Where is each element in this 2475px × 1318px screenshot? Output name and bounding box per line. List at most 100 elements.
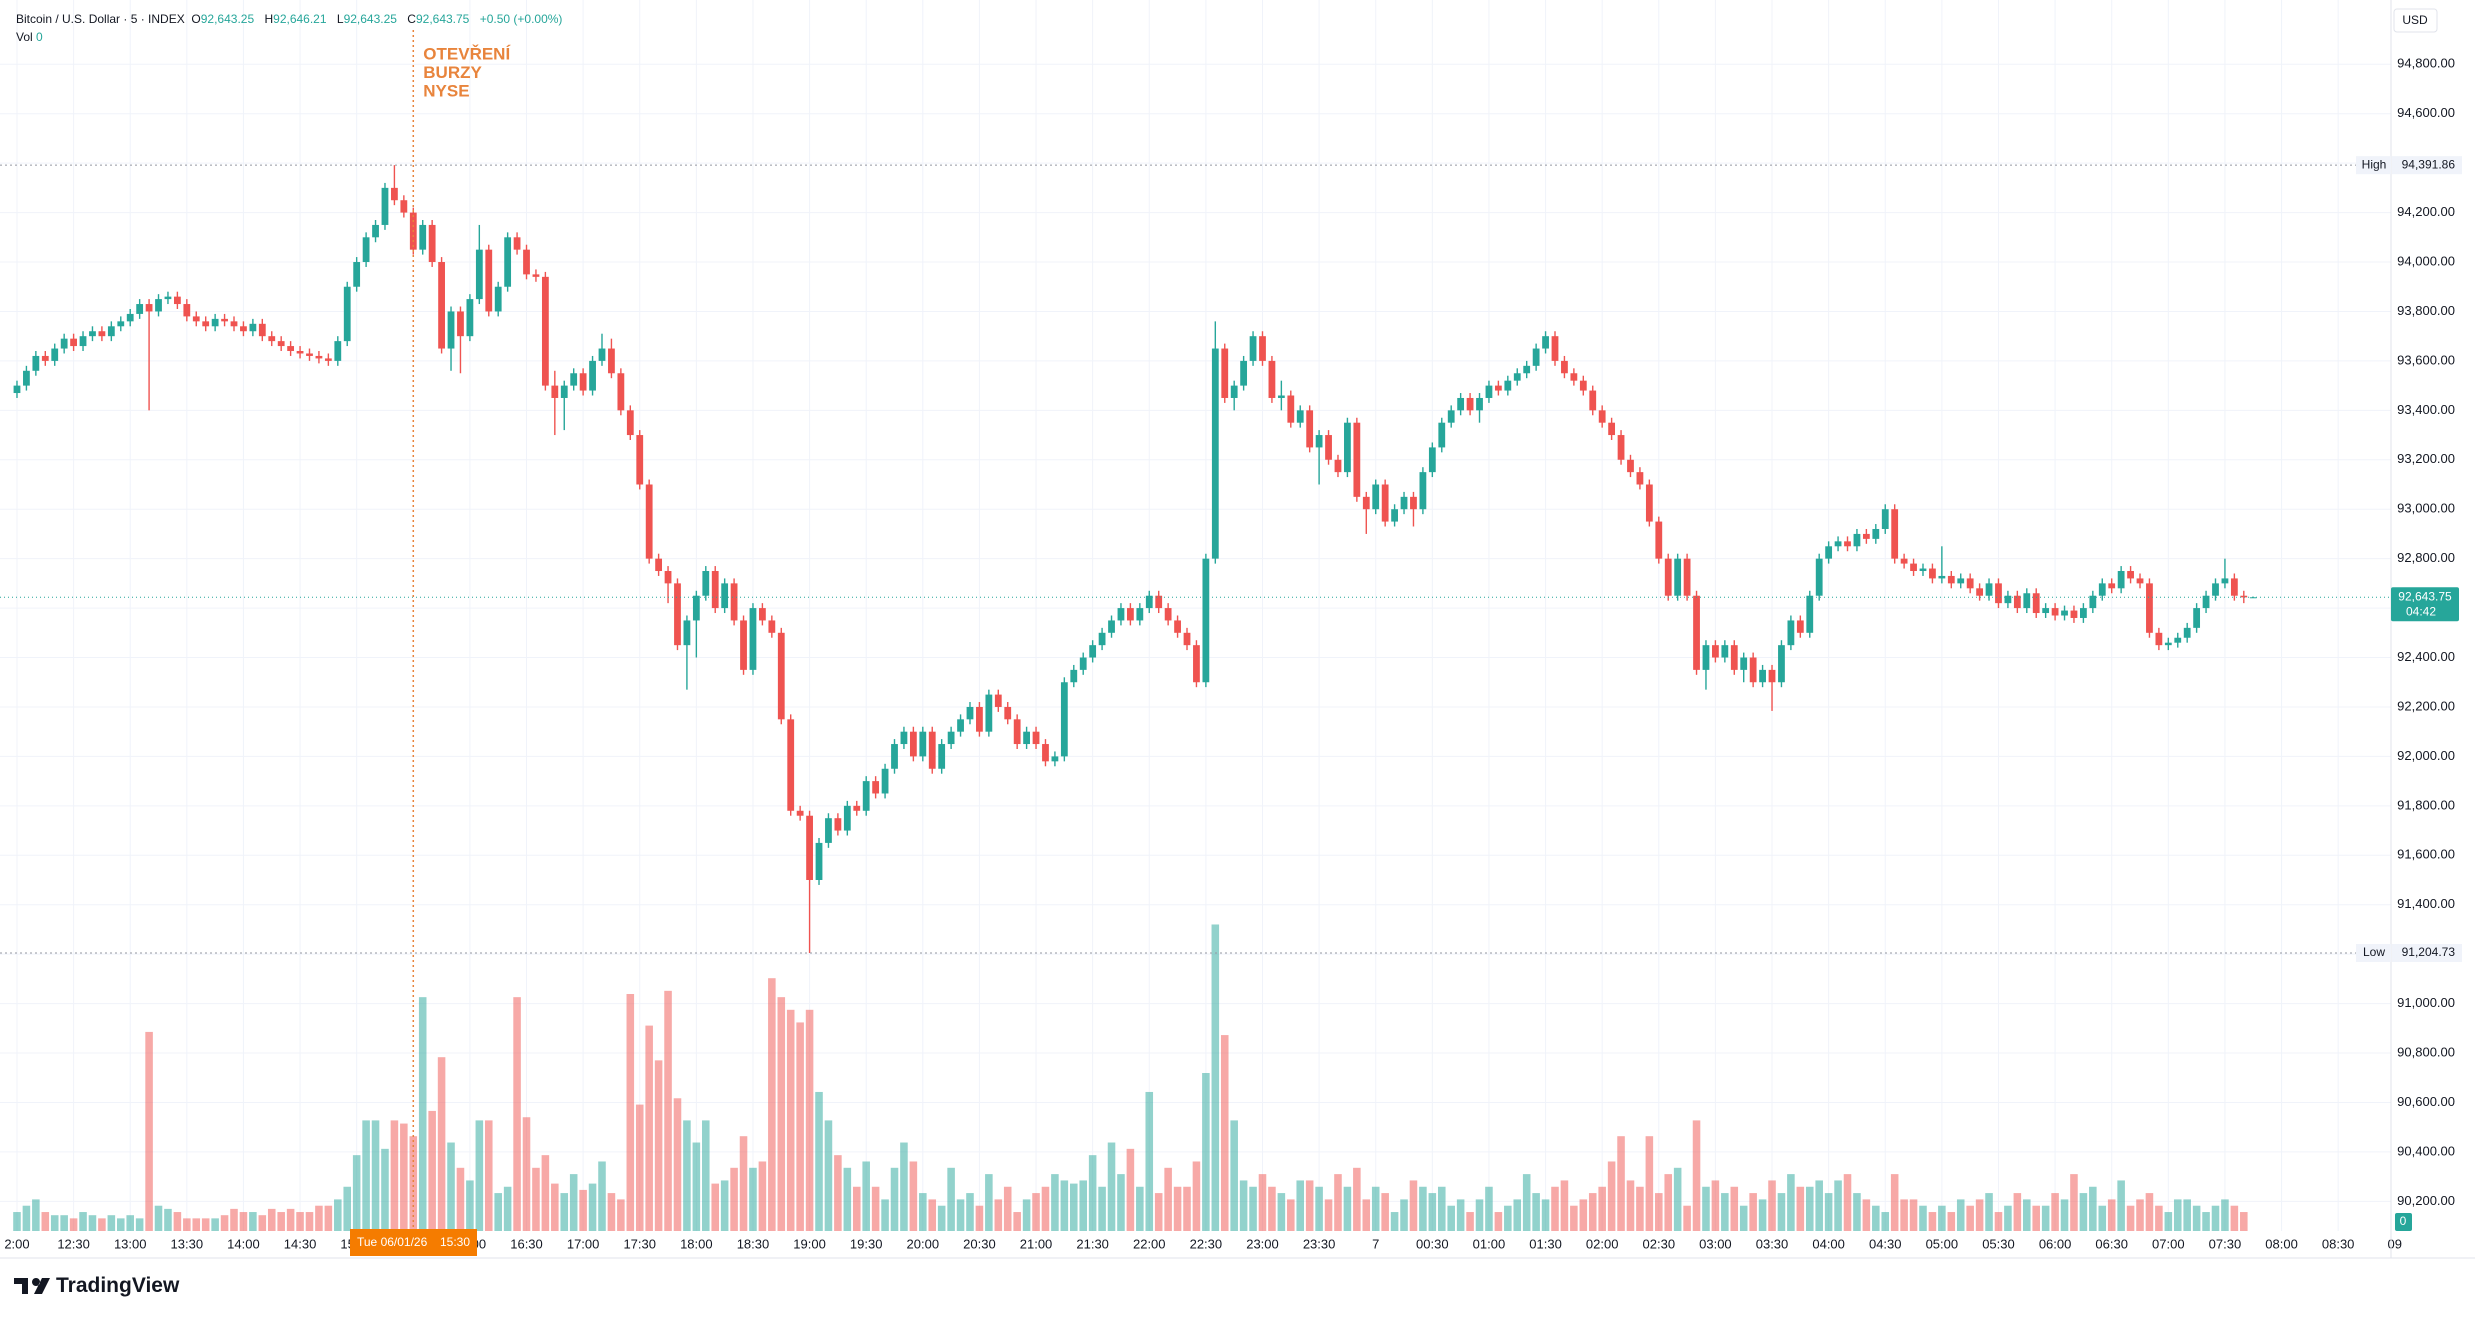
low-label: L (336, 12, 344, 26)
candle-body (1721, 645, 1729, 658)
volume-value: 0 (36, 30, 43, 44)
volume-bar (947, 1167, 955, 1231)
volume-bar (2051, 1193, 2059, 1231)
volume-bar (513, 997, 521, 1231)
candle-body (2164, 642, 2172, 646)
volume-bar (1202, 1073, 1210, 1231)
volume-bar (711, 1183, 719, 1231)
volume-bar (1258, 1174, 1267, 1231)
volume-bar (126, 1215, 134, 1231)
volume-bar (1051, 1174, 1059, 1231)
candle-body (1513, 373, 1521, 381)
candle-body (221, 318, 228, 322)
candle-body (126, 313, 134, 322)
candle-body (1089, 645, 1097, 658)
volume-bar (79, 1212, 87, 1231)
brand[interactable]: TradingView (14, 1274, 179, 1298)
candle-body (343, 286, 351, 342)
volume-tick-bg (2395, 1213, 2412, 1231)
brand-logo (14, 1278, 50, 1294)
volume-bar (315, 1205, 323, 1231)
candle-body (268, 336, 276, 342)
volume-label[interactable]: Vol (16, 30, 33, 44)
candle-body (447, 311, 455, 349)
candle-body (1438, 422, 1446, 448)
volume-bar (551, 1183, 559, 1231)
candle-body (211, 318, 219, 327)
candle-body (155, 299, 162, 312)
volume-bar (88, 1215, 97, 1231)
volume-bar (1655, 1193, 1663, 1231)
symbol[interactable]: Bitcoin / U.S. Dollar · 5 · INDEX (16, 12, 185, 26)
volume-bar (1947, 1212, 1956, 1231)
candle-body (164, 296, 172, 300)
candle-body (400, 200, 408, 213)
volume-bar (400, 1123, 408, 1231)
volume-bar (1551, 1186, 1559, 1231)
candle-body (881, 768, 889, 794)
candle-body (258, 323, 266, 337)
candle-body (1391, 509, 1398, 522)
volume-bar (1532, 1193, 1540, 1231)
candle-body (1032, 731, 1040, 745)
candle-body (1098, 632, 1106, 646)
candle-body (1589, 390, 1597, 411)
candle-body (664, 571, 672, 584)
x-tick-label: 14:00 (227, 1236, 260, 1251)
volume-bar (22, 1205, 31, 1231)
volume-bar (1447, 1205, 1455, 1231)
volume-bar (192, 1218, 201, 1231)
y-tick-label: 91,800.00 (2397, 797, 2455, 812)
candle-body (1013, 719, 1021, 745)
volume-bar (1787, 1174, 1795, 1231)
candle-body (2061, 610, 2068, 616)
candle-body (749, 608, 757, 670)
volume-bar (362, 1120, 370, 1231)
volume-bar (862, 1161, 870, 1231)
candle-body (740, 620, 747, 670)
volume-bar (1636, 1186, 1644, 1231)
volume-bar (201, 1218, 210, 1231)
volume-bar (1060, 1180, 1069, 1231)
volume-bar (1419, 1186, 1427, 1231)
volume-bar (1504, 1205, 1512, 1231)
volume-bar (1919, 1205, 1927, 1231)
candle-body (2174, 637, 2182, 643)
candle-body (2202, 595, 2210, 609)
candle-body (51, 348, 59, 361)
volume-bar (805, 1009, 814, 1231)
candle-body (230, 321, 238, 327)
volume-bar (673, 1098, 682, 1231)
y-tick-label: 94,600.00 (2397, 105, 2455, 120)
y-tick-label: 90,600.00 (2397, 1094, 2455, 1109)
candle-body (419, 224, 427, 250)
candle-body (806, 815, 813, 880)
candle-body (2183, 627, 2191, 638)
candle-body (1655, 521, 1663, 559)
crosshair-label-bg (350, 1229, 477, 1256)
candle-body (1353, 422, 1361, 497)
y-tick-label: 93,600.00 (2397, 352, 2455, 367)
candle-body (636, 435, 644, 485)
volume-bar (1673, 1167, 1682, 1231)
volume-bar (1268, 1186, 1276, 1231)
candle-body (1476, 397, 1483, 411)
x-tick-label: 18:00 (680, 1236, 713, 1251)
volume-bar (871, 1186, 880, 1231)
candle-body (2136, 578, 2144, 584)
volume-bar (164, 1208, 172, 1231)
volume-bar (277, 1212, 285, 1231)
candle-body (2013, 595, 2021, 609)
volume-bar (1287, 1199, 1295, 1231)
volume-bar (1598, 1186, 1606, 1231)
volume-bar (1400, 1199, 1408, 1231)
volume-bar (60, 1215, 68, 1231)
volume-bar (1739, 1205, 1748, 1231)
x-tick-label: 05:00 (1926, 1236, 1959, 1251)
candle-body (107, 326, 115, 337)
candle-body (136, 304, 144, 314)
volume-bar (1909, 1199, 1918, 1231)
volume-bar (834, 1155, 842, 1231)
candle-body (900, 731, 908, 745)
candle-body (1730, 645, 1738, 670)
